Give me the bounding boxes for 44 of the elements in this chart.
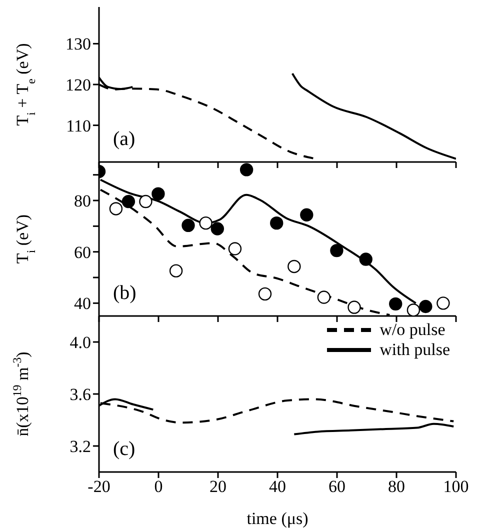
y-tick-label: 40 [74,294,91,314]
x-tick-label: 40 [269,477,286,496]
annotation: (b) [113,282,136,305]
y-tick-label: 110 [66,116,91,136]
legend-label: w/o pulse [380,320,446,340]
point [389,297,402,311]
y-tick-label: 4.0 [70,333,91,352]
annotation: (a) [113,128,136,151]
point [182,218,195,232]
y-tick-label: 3.6 [70,385,91,404]
point [436,296,450,310]
point [139,194,152,208]
point [258,287,272,301]
point [348,300,361,314]
x-tick-label: 80 [388,477,405,496]
point [169,264,183,278]
x-axis-title: time (μs) [246,509,308,528]
point [406,303,420,316]
annotation: (c) [113,438,136,461]
x-tick-label: 20 [210,477,226,496]
point [419,300,432,314]
point [330,244,344,258]
y-tick-label: 120 [66,76,91,95]
point [152,187,165,200]
point [210,222,224,236]
point [359,252,372,266]
legend-label: with pulse [380,340,450,360]
point [228,242,242,256]
x-tick-label: -20 [88,477,110,496]
point [300,208,314,222]
point [199,216,212,230]
point [317,290,331,304]
y-tick-label: 3.2 [70,437,91,456]
point [109,202,123,216]
point [122,194,136,208]
x-tick-label: 60 [328,477,346,496]
point [288,260,301,274]
point [270,216,284,230]
point [240,163,254,176]
y-tick-label: 60 [74,242,91,262]
y-tick-label: 130 [66,34,91,54]
y-tick-label: 80 [74,192,91,211]
x-tick-label: 0 [154,477,163,496]
x-tick-label: 100 [443,477,469,496]
